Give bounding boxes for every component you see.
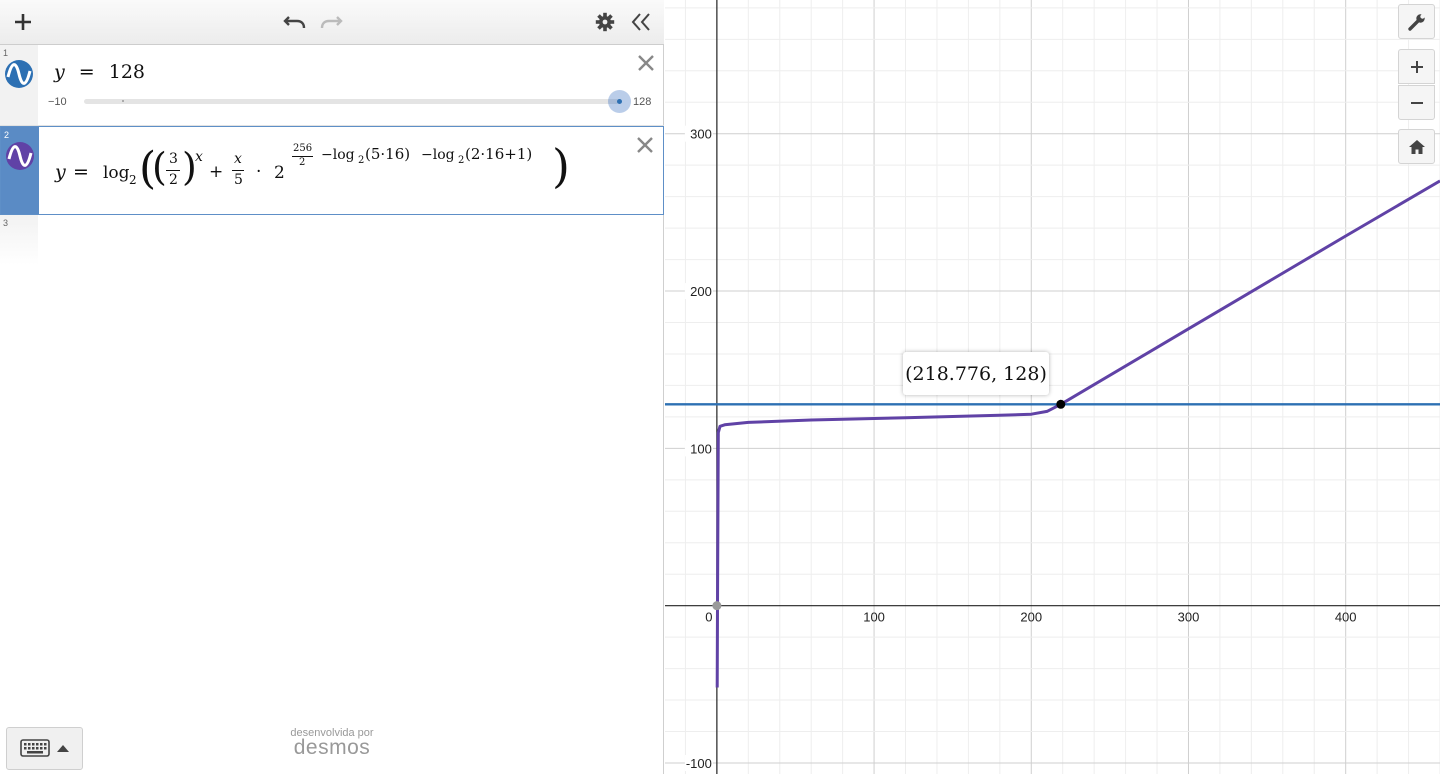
undo-icon <box>283 16 306 29</box>
graph-curve-icon[interactable] <box>5 141 35 171</box>
expression-value: 128 <box>108 61 146 83</box>
expression-index: 1 <box>3 48 9 58</box>
home-icon <box>1408 139 1425 154</box>
expression-formula[interactable]: y = 128 <box>54 61 145 83</box>
slider-min[interactable]: −10 <box>48 96 67 108</box>
fraction-bar <box>166 170 180 171</box>
point-coordinate-text: (218.776, 128) <box>905 362 1047 385</box>
zoom-in-icon <box>1410 60 1423 73</box>
expression-index: 3 <box>3 218 9 228</box>
graph-curve-icon[interactable] <box>4 59 34 89</box>
delete-expression-icon[interactable] <box>636 53 656 73</box>
equals-sign: = <box>73 161 89 183</box>
graph-canvas[interactable]: 0 100 200 300 400 300 200 100 -100 <box>665 0 1440 774</box>
keyboard-toggle-button[interactable] <box>6 727 83 770</box>
exponent-frac-numerator: 256 <box>293 143 313 154</box>
expression-gutter: 2 <box>1 127 39 214</box>
expression-lhs: y <box>54 61 65 83</box>
y-tick-label: -100 <box>686 756 712 771</box>
collapse-panel-button[interactable] <box>624 6 658 38</box>
expression-row[interactable]: 1 y = 128 −10 128 <box>0 45 664 126</box>
exponent-log-a-arg: (5·16) <box>365 145 411 163</box>
x-tick-label: 200 <box>1020 610 1042 625</box>
multiply-dot: · <box>256 162 262 182</box>
outer-open-paren: ( <box>139 143 157 194</box>
zoom-in-button[interactable] <box>1398 49 1435 84</box>
slider-thumb[interactable] <box>608 90 631 113</box>
expression-lhs: y <box>55 161 66 183</box>
y-tick-label-bg <box>684 754 713 771</box>
fraction-bar <box>232 170 244 171</box>
fraction-bar <box>292 156 313 157</box>
expression-row[interactable]: 2 y = log 2 ( ( 3 2 ) x + x 5 · 2 256 <box>0 126 664 215</box>
zoom-out-button[interactable] <box>1398 85 1435 120</box>
x-tick-label: 300 <box>1178 610 1200 625</box>
delete-expression-icon[interactable] <box>635 135 655 155</box>
redo-button[interactable] <box>314 6 348 38</box>
desmos-logo: desmos <box>293 736 371 759</box>
exponent-log-b: −log <box>421 147 455 163</box>
point-coordinate-label[interactable]: (218.776, 128) <box>903 352 1049 395</box>
expression-toolbar <box>0 0 664 45</box>
graph-point <box>712 601 722 611</box>
log-base: 2 <box>129 173 137 187</box>
caret-up-icon <box>57 745 69 752</box>
exponent-log-b-arg: (2·16+1) <box>465 145 533 163</box>
value-slider[interactable]: −10 128 <box>46 90 658 113</box>
equals-sign: = <box>78 61 95 83</box>
home-view-button[interactable] <box>1398 129 1435 164</box>
expression-index: 2 <box>4 130 10 140</box>
y-tick-label-bg <box>684 125 713 142</box>
expression-panel: 1 y = 128 −10 128 2 <box>0 0 664 774</box>
settings-button[interactable] <box>588 6 622 38</box>
frac2-denominator: 5 <box>234 172 243 188</box>
slider-max[interactable]: 128 <box>633 96 652 108</box>
y-tick-label: 100 <box>690 441 712 456</box>
watermark-caption: desenvolvida por <box>290 727 374 739</box>
y-tick-label: 200 <box>690 284 712 299</box>
slider-zero-mark <box>122 100 124 102</box>
plus-sign: + <box>209 162 224 182</box>
base-two: 2 <box>274 163 285 183</box>
exponent-x: x <box>195 149 203 165</box>
expression-gutter: 3 <box>0 215 38 265</box>
zoom-out-icon <box>1410 101 1423 104</box>
frac1-denominator: 2 <box>169 172 178 188</box>
frac1-numerator: 3 <box>169 151 178 167</box>
series-curve <box>715 179 1440 688</box>
x-tick-label: 0 <box>705 610 712 625</box>
graph-point <box>1056 399 1066 409</box>
graph-paper[interactable]: 0 100 200 300 400 300 200 100 -100 (218.776, 128… <box>665 0 1440 774</box>
keyboard-icon <box>20 739 50 757</box>
x-tick-label: 400 <box>1335 610 1357 625</box>
slider-track[interactable] <box>84 99 619 104</box>
undo-button[interactable] <box>278 6 312 38</box>
y-tick-label: 300 <box>690 127 712 142</box>
wrench-icon <box>1407 13 1425 31</box>
inner-close-paren: ) <box>182 145 197 189</box>
desmos-watermark[interactable]: desenvolvida por desmos <box>270 727 394 760</box>
expression-gutter: 1 <box>0 45 38 125</box>
exponent-log-a: −log <box>321 147 355 163</box>
inner-open-paren: ( <box>152 145 167 189</box>
redo-icon <box>320 16 343 29</box>
plus-icon <box>15 14 31 30</box>
exponent-frac-denominator: 2 <box>299 157 306 168</box>
double-chevron-left-icon <box>631 13 650 31</box>
y-tick-label-bg <box>684 440 713 457</box>
expression-row-empty[interactable]: 3 <box>0 215 664 265</box>
expression-formula[interactable]: y = log 2 ( ( 3 2 ) x + x 5 · 2 256 2 −l… <box>55 137 615 207</box>
graph-settings-button[interactable] <box>1398 4 1435 39</box>
add-expression-button[interactable] <box>6 6 40 38</box>
outer-close-paren: ) <box>552 139 570 193</box>
y-tick-label-bg <box>684 283 713 300</box>
x-tick-label: 100 <box>863 610 885 625</box>
exponent-log-a-base: 2 <box>358 155 365 166</box>
frac2-numerator: x <box>234 151 242 167</box>
gear-icon <box>595 12 615 32</box>
log-function: log <box>103 163 130 183</box>
exponent-log-b-base: 2 <box>458 155 465 166</box>
